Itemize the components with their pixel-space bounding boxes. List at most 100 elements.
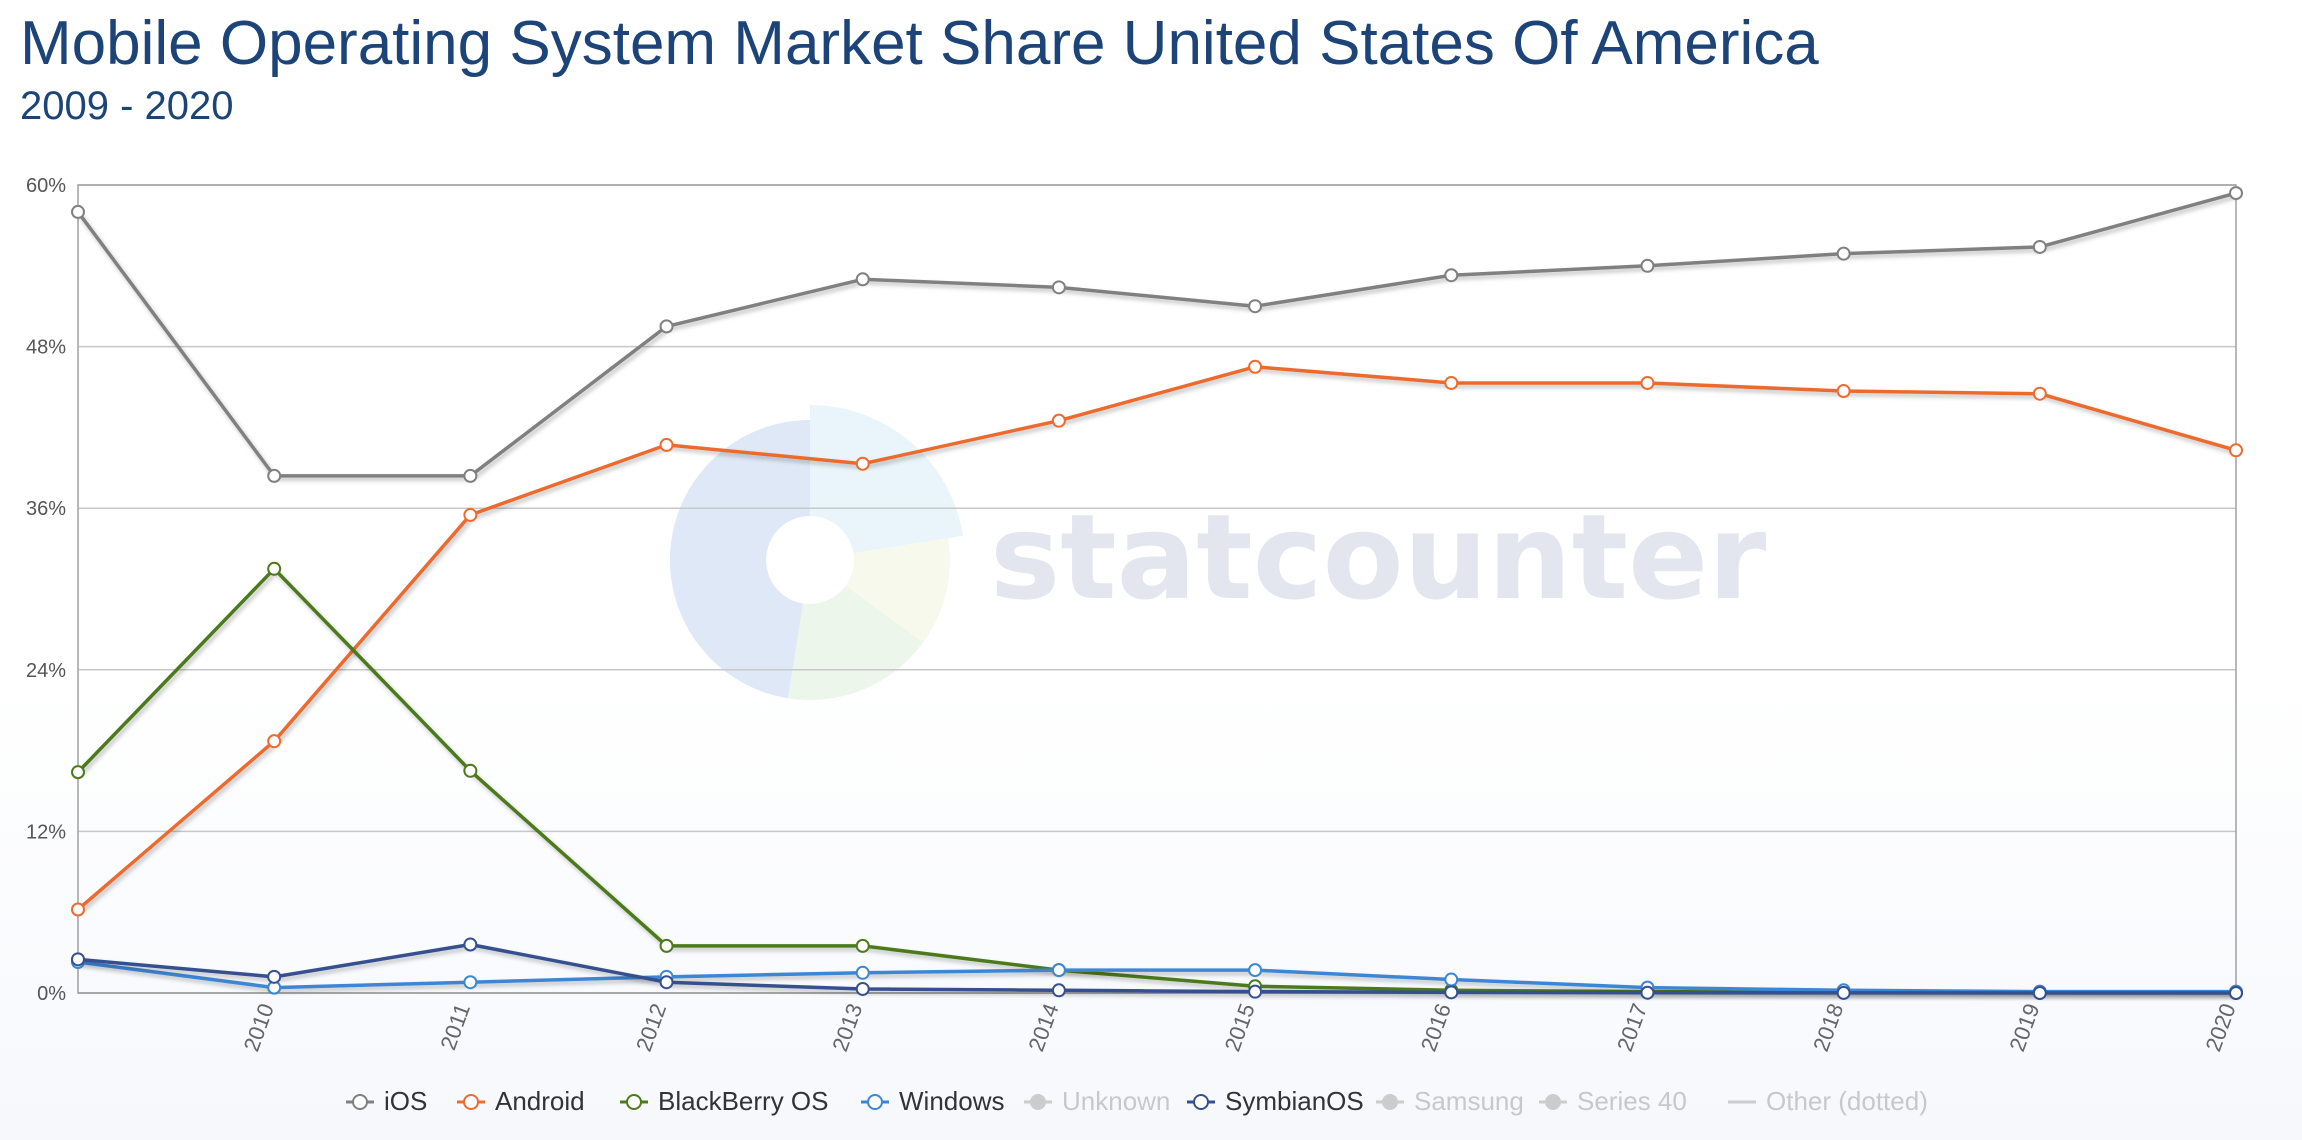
y-tick-label: 60%	[26, 175, 66, 197]
data-point-symbianos	[2229, 986, 2243, 1000]
legend-label: BlackBerry OS	[658, 1086, 829, 1116]
legend-label: SymbianOS	[1225, 1086, 1364, 1116]
data-point-ios	[2032, 239, 2047, 254]
data-point-android	[71, 902, 85, 917]
series-line-ios	[76, 191, 2237, 478]
series-line-android	[76, 365, 2237, 911]
data-point-windows	[1248, 963, 1263, 978]
data-point-android	[463, 507, 478, 522]
data-point-windows	[1444, 972, 1459, 987]
data-point-android	[1640, 375, 1655, 390]
legend-label: Series 40	[1577, 1086, 1687, 1116]
legend-label: Windows	[899, 1086, 1004, 1116]
data-point-symbianos	[659, 975, 674, 990]
legend-item-ios[interactable]: iOS	[346, 1086, 427, 1116]
legend-item-unknown[interactable]: Unknown	[1024, 1086, 1170, 1116]
x-tick-label: 2020	[2200, 1000, 2240, 1055]
data-point-ios	[1051, 280, 1066, 295]
data-point-ios	[1836, 246, 1851, 261]
data-point-symbianos	[267, 969, 282, 984]
data-point-blackberry-os	[855, 938, 870, 953]
data-point-android	[1836, 384, 1851, 399]
data-point-symbianos	[855, 981, 870, 996]
legend-circle-marker	[626, 1094, 642, 1110]
data-point-ios	[1248, 299, 1263, 314]
data-point-symbianos	[71, 952, 85, 967]
legend-circle-marker	[867, 1094, 883, 1110]
data-point-ios	[659, 319, 674, 334]
data-point-android	[1444, 375, 1459, 390]
x-tick-label: 2012	[631, 1000, 671, 1055]
x-tick-label: 2017	[1612, 1000, 1652, 1055]
series-line-blackberry-os	[76, 567, 2237, 995]
data-point-windows	[855, 965, 870, 980]
x-tick-label: 2018	[1808, 1000, 1848, 1055]
legend-circle-marker	[1030, 1094, 1046, 1110]
data-point-blackberry-os	[71, 765, 85, 780]
y-tick-label: 48%	[26, 337, 66, 359]
data-point-symbianos	[1444, 985, 1459, 1000]
chart-subtitle: 2009 - 2020	[20, 84, 234, 128]
data-point-ios	[1640, 258, 1655, 273]
data-point-symbianos	[1640, 985, 1655, 1000]
legend-item-windows[interactable]: Windows	[861, 1086, 1004, 1116]
series-line-windows	[77, 960, 2236, 994]
watermark-text: statcounter	[990, 488, 1766, 626]
legend-circle-marker	[1193, 1094, 1209, 1110]
data-point-android	[267, 734, 282, 749]
data-point-android	[2229, 443, 2243, 458]
data-point-symbianos	[1248, 984, 1263, 999]
data-point-symbianos	[1051, 983, 1066, 998]
legend-label: Other (dotted)	[1766, 1086, 1928, 1116]
data-point-ios	[855, 272, 870, 287]
data-point-blackberry-os	[659, 938, 674, 953]
legend-item-android[interactable]: Android	[457, 1086, 585, 1116]
legend-circle-marker	[352, 1094, 368, 1110]
legend-label: Unknown	[1062, 1086, 1170, 1116]
data-point-android	[659, 437, 674, 452]
data-point-blackberry-os	[267, 561, 282, 576]
data-point-windows	[1051, 963, 1066, 978]
x-tick-label: 2011	[435, 1000, 475, 1053]
data-point-ios	[267, 468, 282, 483]
legend-circle-marker	[1545, 1094, 1561, 1110]
chart-legend: iOS Android BlackBerry OS Windows Unknown Sym…	[346, 1086, 1928, 1116]
data-point-symbianos	[2032, 986, 2047, 1000]
x-tick-label: 2016	[1416, 1000, 1456, 1055]
x-tick-label: 2010	[239, 1000, 279, 1055]
legend-label: Samsung	[1414, 1086, 1524, 1116]
data-point-ios	[463, 468, 478, 483]
data-point-android	[1051, 413, 1066, 428]
legend-item-blackberry-os[interactable]: BlackBerry OS	[620, 1086, 829, 1116]
data-point-windows	[463, 975, 478, 990]
legend-label: Android	[495, 1086, 585, 1116]
y-tick-label: 0%	[37, 983, 66, 1005]
data-point-ios	[2229, 186, 2243, 201]
data-point-ios	[71, 204, 85, 219]
plot-area-border	[77, 184, 2237, 994]
statcounter-watermark-logo: statcounter	[669, 405, 1766, 700]
legend-label: iOS	[384, 1086, 427, 1116]
data-point-symbianos	[1836, 985, 1851, 1000]
data-point-blackberry-os	[463, 763, 478, 778]
x-tick-label: 2013	[827, 1000, 867, 1055]
y-tick-label: 36%	[26, 498, 66, 520]
legend-circle-marker	[463, 1094, 479, 1110]
x-tick-label: 2015	[1220, 1000, 1260, 1055]
data-point-android	[1248, 359, 1263, 374]
legend-item-series-40[interactable]: Series 40	[1539, 1086, 1687, 1116]
chart-title: Mobile Operating System Market Share Uni…	[20, 9, 1819, 78]
legend-item-other-dotted-[interactable]: Other (dotted)	[1728, 1086, 1928, 1116]
data-point-android	[855, 456, 870, 471]
y-tick-label: 12%	[26, 821, 66, 843]
legend-item-symbianos[interactable]: SymbianOS	[1187, 1086, 1364, 1116]
data-point-symbianos	[463, 937, 478, 952]
data-point-ios	[1444, 268, 1459, 283]
legend-item-samsung[interactable]: Samsung	[1376, 1086, 1524, 1116]
y-tick-label: 24%	[26, 660, 66, 682]
x-tick-label: 2019	[2004, 1000, 2044, 1055]
x-tick-label: 2014	[1023, 1000, 1063, 1055]
data-point-android	[2032, 386, 2047, 401]
